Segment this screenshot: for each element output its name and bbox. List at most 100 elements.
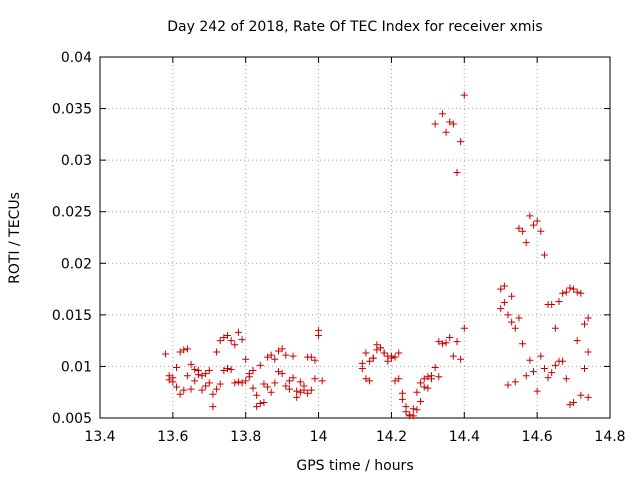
data-point-plus xyxy=(453,338,461,346)
data-point-plus xyxy=(373,346,381,354)
data-point-plus xyxy=(311,356,319,364)
data-point-plus xyxy=(234,328,242,336)
data-point-plus xyxy=(526,212,534,220)
x-tick-label: 13.8 xyxy=(230,429,261,445)
data-point-plus xyxy=(398,395,406,403)
data-point-plus xyxy=(406,411,414,419)
data-point-plus xyxy=(366,377,374,385)
data-point-plus xyxy=(216,337,224,345)
data-point-plus xyxy=(570,399,578,407)
data-point-plus xyxy=(537,227,545,235)
data-point-plus xyxy=(289,374,297,382)
data-point-plus xyxy=(515,224,523,232)
data-point-plus xyxy=(245,373,253,381)
data-point-plus xyxy=(577,391,585,399)
data-point-plus xyxy=(377,344,384,352)
data-point-plus xyxy=(562,375,570,383)
data-point-plus xyxy=(438,340,446,348)
data-point-plus xyxy=(307,353,315,361)
data-point-plus xyxy=(191,377,199,385)
data-point-plus xyxy=(511,324,519,332)
data-point-plus xyxy=(449,352,457,360)
data-point-plus xyxy=(533,217,541,225)
data-point-plus xyxy=(566,284,574,292)
data-point-plus xyxy=(275,368,282,376)
data-point-plus xyxy=(311,375,319,383)
data-point-plus xyxy=(271,379,279,387)
data-point-plus xyxy=(457,355,465,363)
data-point-plus xyxy=(500,298,508,306)
data-point-plus xyxy=(213,385,221,393)
data-point-plus xyxy=(435,373,443,381)
data-point-plus xyxy=(497,305,505,313)
data-point-plus xyxy=(395,375,403,383)
data-point-plus xyxy=(449,120,457,128)
data-point-plus xyxy=(522,372,530,380)
y-tick-label: 0.03 xyxy=(61,153,92,169)
data-point-plus xyxy=(224,331,231,339)
data-point-plus xyxy=(515,314,523,322)
data-point-plus xyxy=(293,393,301,401)
data-point-plus xyxy=(519,340,527,348)
data-point-plus xyxy=(256,400,264,408)
data-point-plus xyxy=(213,348,221,356)
data-point-plus xyxy=(420,375,428,383)
data-point-plus xyxy=(431,120,439,128)
data-point-plus xyxy=(409,412,417,420)
grid xyxy=(100,57,610,418)
data-point-plus xyxy=(526,356,534,364)
plot-frame xyxy=(99,56,611,419)
data-point-plus xyxy=(183,372,191,380)
data-point-plus xyxy=(540,251,548,259)
y-tick-label: 0.025 xyxy=(52,205,92,221)
data-point-plus xyxy=(391,353,399,361)
y-tick-label: 0.005 xyxy=(52,411,92,427)
data-point-plus xyxy=(442,128,450,136)
data-point-plus xyxy=(387,352,395,360)
data-point-plus xyxy=(315,326,323,334)
data-point-plus xyxy=(366,357,374,365)
data-point-plus xyxy=(413,388,421,396)
data-point-plus xyxy=(180,346,188,354)
data-point-plus xyxy=(511,378,519,386)
data-point-plus xyxy=(173,363,180,371)
data-point-plus xyxy=(296,378,304,386)
data-point-plus xyxy=(173,383,180,391)
data-point-plus xyxy=(584,314,592,322)
x-tick-label: 13.4 xyxy=(84,429,115,445)
data-point-plus xyxy=(220,334,228,342)
data-point-plus xyxy=(548,369,556,377)
data-point-plus xyxy=(391,377,399,385)
data-point-plus xyxy=(267,351,275,359)
data-point-plus xyxy=(497,285,505,293)
data-point-plus xyxy=(191,366,199,374)
data-point-plus xyxy=(446,334,454,342)
data-point-plus xyxy=(278,345,286,353)
x-tick-label: 14.6 xyxy=(522,429,553,445)
data-point-plus xyxy=(289,352,297,360)
data-point-plus xyxy=(238,379,246,387)
data-point-plus xyxy=(285,377,293,385)
data-point-plus xyxy=(176,348,184,356)
x-axis-label: GPS time / hours xyxy=(296,458,413,474)
data-point-plus xyxy=(304,389,312,397)
data-point-plus xyxy=(209,390,217,398)
data-point-plus xyxy=(165,376,173,384)
data-point-plus xyxy=(194,367,202,375)
data-point-plus xyxy=(249,384,257,392)
data-point-plus xyxy=(176,390,184,398)
data-point-plus xyxy=(537,352,545,360)
data-point-plus xyxy=(187,360,195,368)
data-point-plus xyxy=(508,292,516,300)
y-tick-label: 0.035 xyxy=(52,102,92,118)
data-point-plus xyxy=(198,372,206,380)
y-tick-label: 0.02 xyxy=(61,256,92,272)
data-point-plus xyxy=(566,401,574,409)
data-point-plus xyxy=(260,380,268,388)
data-point-plus xyxy=(402,403,410,411)
data-point-plus xyxy=(224,364,231,372)
data-point-plus xyxy=(530,221,537,229)
data-point-plus xyxy=(231,341,239,349)
data-point-plus xyxy=(453,169,461,177)
